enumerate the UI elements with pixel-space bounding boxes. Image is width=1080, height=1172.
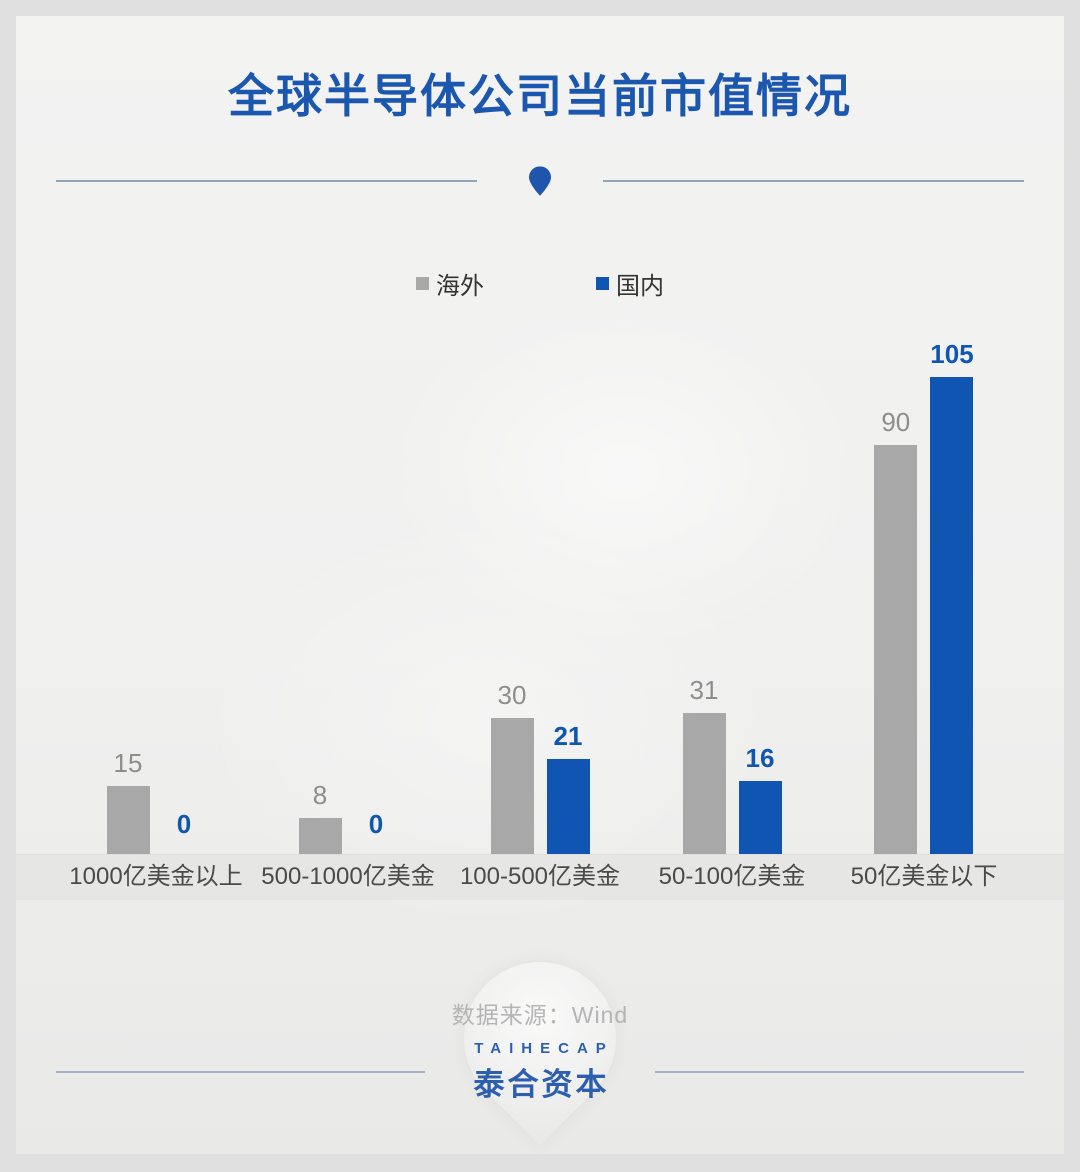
- legend-label-overseas: 海外: [436, 273, 484, 300]
- bar-value-label: 90: [881, 407, 911, 437]
- bar-pair: 90 105: [828, 339, 1020, 854]
- footer: 数据来源：Wind TAIHECAP 泰合资本: [16, 930, 1064, 1146]
- page-title: 全球半导体公司当前市值情况: [228, 70, 852, 122]
- bar-group-domestic: 21: [546, 721, 590, 854]
- logo-en-text: TAIHECAP: [474, 1040, 614, 1057]
- bar-group-domestic: 105: [930, 339, 974, 854]
- legend-item-overseas: 海外: [416, 266, 484, 301]
- bar-domestic: [546, 759, 590, 854]
- bar-overseas: [298, 818, 342, 854]
- bar-pair: 30 21: [444, 339, 636, 854]
- category-label: 1000亿美金以上: [69, 863, 243, 890]
- data-source-text: 数据来源：Wind: [451, 1002, 629, 1028]
- infographic-card: 全球半导体公司当前市值情况 海外 国内 15 0 8 0 30 21 31 16 90 105 1…: [16, 16, 1064, 1154]
- bar-value-label: 21: [553, 721, 583, 751]
- chart-columns: 15 0 8 0 30 21 31 16 90 105: [60, 339, 1020, 854]
- bar-group-overseas: 90: [874, 407, 918, 854]
- divider-line-left: [56, 180, 477, 182]
- bar-value-label: 15: [113, 748, 143, 778]
- chart-legend: 海外 国内: [16, 266, 1064, 301]
- category-label: 500-1000亿美金: [261, 863, 435, 890]
- chart-column: 15 0: [60, 339, 252, 854]
- category-labels: 1000亿美金以上 500-1000亿美金 100-500亿美金 50-100亿美金 5…: [16, 854, 1064, 900]
- bar-value-label: 0: [176, 809, 192, 839]
- company-logo: TAIHECAP 泰合资本: [425, 1040, 655, 1104]
- bar-group-overseas: 15: [106, 748, 150, 854]
- title-divider: [56, 166, 1024, 196]
- divider-line-right: [603, 180, 1024, 182]
- bar-overseas: [874, 445, 918, 854]
- logo-row: TAIHECAP 泰合资本: [16, 1040, 1064, 1104]
- bar-value-label: 0: [368, 809, 384, 839]
- legend-marker-domestic: [596, 277, 609, 290]
- footer-line-right: [655, 1071, 1024, 1073]
- category-label: 100-500亿美金: [459, 863, 621, 890]
- bar-overseas: [106, 786, 150, 854]
- bar-group-domestic: 0: [355, 809, 398, 854]
- chart-column: 30 21: [444, 339, 636, 854]
- bar-value-label: 8: [312, 780, 328, 810]
- chart-column: 31 16: [636, 339, 828, 854]
- legend-label-domestic: 国内: [616, 273, 664, 300]
- bar-domestic: [930, 377, 974, 854]
- category-axis-band: 1000亿美金以上 500-1000亿美金 100-500亿美金 50-100亿美金 5…: [16, 854, 1064, 900]
- chart-column: 90 105: [828, 339, 1020, 854]
- bar-group-overseas: 31: [682, 675, 726, 854]
- category-label: 50亿美金以下: [850, 863, 998, 890]
- bar-pair: 15 0: [60, 339, 252, 854]
- bar-value-label: 16: [745, 743, 775, 773]
- legend-item-domestic: 国内: [596, 266, 664, 301]
- bar-group-overseas: 30: [490, 680, 534, 854]
- bar-group-domestic: 0: [163, 809, 206, 854]
- teardrop-icon: [529, 166, 551, 196]
- bar-overseas: [490, 718, 534, 854]
- footer-line-left: [56, 1071, 425, 1073]
- bar-chart: 15 0 8 0 30 21 31 16 90 105: [16, 339, 1064, 854]
- bar-pair: 31 16: [636, 339, 828, 854]
- logo-cn-text: 泰合资本: [473, 1067, 610, 1102]
- bar-group-overseas: 8: [298, 780, 342, 854]
- bar-value-label: 105: [930, 339, 974, 369]
- legend-marker-overseas: [416, 277, 429, 290]
- category-label: 50-100亿美金: [658, 863, 806, 890]
- bar-value-label: 31: [689, 675, 719, 705]
- bar-group-domestic: 16: [738, 743, 782, 854]
- bar-domestic: [738, 781, 782, 854]
- bar-overseas: [682, 713, 726, 854]
- bar-value-label: 30: [497, 680, 527, 710]
